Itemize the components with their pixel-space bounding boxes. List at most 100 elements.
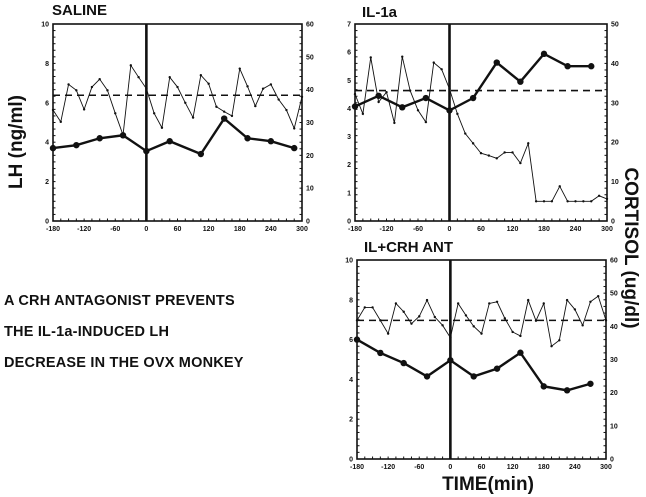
data-point-cortisol [597, 294, 600, 298]
data-point-lh [517, 349, 524, 356]
data-point-lh [353, 336, 361, 343]
y-left-tick-label: 2 [347, 162, 351, 169]
x-tick-label: 300 [601, 226, 613, 233]
x-tick-label: 0 [448, 464, 452, 471]
data-point-cortisol [534, 200, 538, 203]
data-point-cortisol [59, 120, 62, 124]
data-point-lh [400, 359, 407, 367]
data-point-cortisol [90, 85, 94, 89]
y-right-tick-label: 10 [306, 186, 314, 193]
data-point-cortisol [379, 319, 382, 322]
x-tick-label: -60 [414, 464, 424, 471]
panel-title: IL+CRH ANT [364, 239, 453, 256]
caption-line: THE IL-1a-INDUCED LH [4, 324, 170, 340]
y-left-tick-label: 6 [349, 337, 353, 344]
data-point-cortisol [519, 161, 522, 165]
y-left-tick-label: 7 [347, 22, 351, 29]
x-tick-label: 120 [507, 226, 519, 233]
data-point-cortisol [191, 116, 195, 119]
y-left-tick-label: 2 [45, 179, 49, 186]
data-point-cortisol [503, 151, 506, 154]
data-point-cortisol [98, 77, 101, 81]
data-point-cortisol [605, 197, 609, 201]
data-point-cortisol [254, 104, 257, 108]
data-point-cortisol [363, 306, 366, 309]
y-left-tick-label: 6 [347, 50, 351, 57]
x-tick-label: -120 [379, 226, 393, 233]
x-tick-label: 240 [569, 464, 581, 471]
data-point-cortisol [565, 298, 569, 302]
data-point-cortisol [145, 87, 148, 90]
data-point-lh [73, 141, 80, 149]
x-tick-label: 240 [265, 226, 277, 233]
data-point-cortisol [558, 339, 561, 342]
y-right-tick-label: 40 [610, 324, 618, 331]
data-point-lh [564, 63, 571, 70]
data-point-cortisol [511, 330, 514, 334]
x-tick-label: -60 [413, 226, 423, 233]
data-point-cortisol [355, 319, 359, 322]
y-left-tick-label: 8 [349, 297, 353, 304]
y-right-tick-label: 10 [610, 423, 618, 430]
data-point-cortisol [300, 95, 304, 99]
data-point-lh [447, 357, 454, 364]
series-line-lh [354, 52, 592, 112]
data-point-cortisol [542, 200, 546, 203]
y-right-tick-label: 40 [611, 61, 619, 68]
data-point-cortisol [573, 308, 577, 311]
data-point-cortisol [590, 200, 593, 203]
y-right-tick-label: 20 [611, 140, 619, 147]
data-point-lh [375, 92, 382, 99]
panel-il-1a: IL-1a-180 -120 -60 0 60 120 180 240 300012345670… [347, 4, 619, 233]
x-tick-label: 180 [538, 226, 550, 233]
x-tick-label: 0 [144, 226, 148, 233]
panel-il-crh-ant: IL+CRH ANT-180 -120 -60 0 60 120 180 240 3000246… [345, 239, 618, 471]
data-point-cortisol [394, 302, 398, 305]
x-tick-label: 180 [538, 464, 550, 471]
data-point-cortisol [215, 105, 218, 108]
data-point-cortisol [550, 200, 554, 203]
x-tick-label: 300 [600, 464, 612, 471]
data-point-cortisol [168, 75, 171, 79]
x-tick-label: -180 [46, 226, 60, 233]
x-tick-label: -180 [348, 226, 362, 233]
y-left-tick-label: 6 [45, 100, 49, 107]
x-tick-label: -120 [381, 464, 395, 471]
data-point-cortisol [371, 306, 374, 309]
data-point-cortisol [353, 92, 357, 96]
data-point-lh [470, 373, 477, 380]
y-left-tick-label: 2 [349, 417, 353, 424]
data-point-cortisol [416, 109, 420, 112]
data-point-cortisol [433, 315, 437, 319]
data-point-cortisol [418, 315, 421, 318]
x-tick-label: -60 [110, 226, 120, 233]
x-tick-label: 0 [448, 226, 452, 233]
data-point-cortisol [114, 112, 117, 115]
data-point-cortisol [285, 108, 288, 112]
y-right-tick-label: 60 [610, 258, 618, 265]
y-left-tick-label: 0 [45, 219, 49, 226]
panel-title: SALINE [52, 2, 107, 19]
data-point-cortisol [488, 302, 491, 305]
y-left-tick-label: 4 [45, 140, 49, 147]
y-right-tick-label: 30 [611, 100, 619, 107]
data-point-lh [244, 135, 251, 142]
series-line-cortisol [52, 64, 303, 136]
y-left-tick-label: 4 [347, 106, 351, 113]
x-tick-label: 60 [477, 226, 485, 233]
data-point-cortisol [456, 112, 459, 116]
data-point-cortisol [207, 82, 210, 85]
y-right-tick-label: 30 [306, 120, 314, 127]
data-point-cortisol [432, 61, 435, 64]
series-line-cortisol [354, 56, 608, 202]
y-right-tick-label: 40 [306, 87, 314, 94]
data-point-cortisol [424, 120, 428, 124]
x-tick-label: 240 [570, 226, 582, 233]
data-point-cortisol [277, 98, 280, 101]
data-point-cortisol [527, 142, 530, 145]
data-point-cortisol [479, 152, 483, 155]
y-right-tick-label: 0 [610, 457, 614, 464]
data-point-cortisol [51, 108, 55, 112]
data-point-cortisol [393, 121, 396, 125]
